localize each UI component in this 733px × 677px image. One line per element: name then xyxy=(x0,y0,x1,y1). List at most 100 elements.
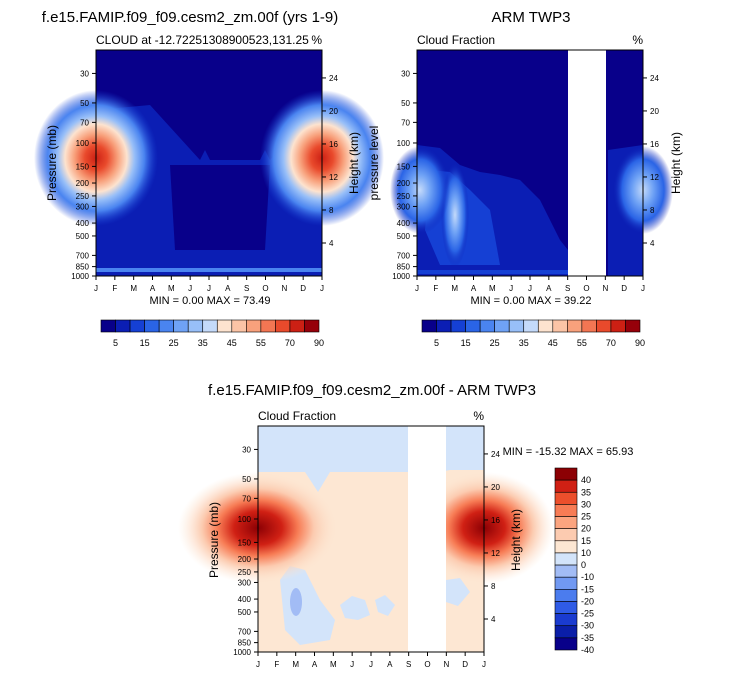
colorbar-label: 55 xyxy=(256,338,266,348)
month-tick-label: S xyxy=(244,284,249,293)
y2label-model: Height (km) xyxy=(347,132,361,194)
month-tick-label: J xyxy=(350,660,354,669)
colorbar-swatch xyxy=(554,625,578,639)
pressure-tick-label: 700 xyxy=(238,627,252,636)
pressure-tick-label: 700 xyxy=(397,251,411,260)
height-tick-label: 4 xyxy=(491,615,496,624)
colorbar-swatch xyxy=(465,319,481,333)
colorbar-swatch xyxy=(129,319,145,333)
panel-difference-subtitle: Cloud Fraction xyxy=(258,409,336,423)
colorbar-obs: 5 15 25 35 45 55 70 90 xyxy=(421,319,645,348)
pressure-tick-label: 500 xyxy=(76,232,90,241)
pressure-tick-label: 400 xyxy=(238,595,252,604)
month-tick-label: J xyxy=(641,284,645,293)
month-tick-label: D xyxy=(621,284,627,293)
colorbar-swatch xyxy=(231,319,247,333)
height-tick-label: 8 xyxy=(650,206,655,215)
colorbar-swatch xyxy=(552,319,568,333)
colorbar-swatch xyxy=(554,540,578,554)
month-tick-label: N xyxy=(443,660,449,669)
month-tick-label: O xyxy=(424,660,430,669)
pressure-tick-label: 300 xyxy=(397,202,411,211)
month-tick-label: S xyxy=(406,660,411,669)
pressure-tick-label: 70 xyxy=(401,118,410,127)
colorbar-swatch xyxy=(554,589,578,602)
colorbar-label: 35 xyxy=(581,487,591,497)
height-tick-label: 12 xyxy=(491,549,500,558)
colorbar-swatch xyxy=(554,491,578,505)
panel-model: f.e15.FAMIP.f09_f09.cesm2_zm.00f (yrs 1-… xyxy=(34,9,384,348)
colorbar-swatch xyxy=(187,319,204,333)
height-tick-label: 20 xyxy=(650,107,659,116)
month-tick-label: J xyxy=(528,284,532,293)
colorbar-label: 55 xyxy=(577,338,587,348)
colorbar-swatch xyxy=(216,319,233,333)
stats-difference: MIN = -15.32 MAX = 65.93 xyxy=(503,446,634,458)
month-tick-label: A xyxy=(387,660,393,669)
pressure-tick-label: 30 xyxy=(401,69,410,78)
colorbar-swatch xyxy=(158,319,174,333)
colorbar-label: -35 xyxy=(581,633,594,643)
height-tick-label: 4 xyxy=(329,239,334,248)
month-tick-label: J xyxy=(256,660,260,669)
month-tick-label: O xyxy=(583,284,589,293)
month-tick-label: A xyxy=(471,284,477,293)
colorbar-swatch xyxy=(494,319,510,333)
colorbar-model: 5 15 25 35 45 55 70 90 xyxy=(100,319,324,348)
plot-area-difference xyxy=(178,425,554,653)
colorbar-label: 35 xyxy=(198,338,208,348)
pressure-tick-label: 100 xyxy=(238,515,252,524)
pressure-tick-label: 30 xyxy=(80,69,89,78)
colorbar-label: 70 xyxy=(285,338,295,348)
colorbar-swatch xyxy=(554,528,578,542)
colorbar-swatch xyxy=(625,319,641,333)
colorbar-label: 20 xyxy=(581,524,591,534)
height-tick-label: 16 xyxy=(491,516,500,525)
colorbar-label: 15 xyxy=(581,536,591,546)
colorbar-swatch xyxy=(260,319,276,333)
colorbar-swatch xyxy=(554,613,578,627)
stats-model: MIN = 0.00 MAX = 73.49 xyxy=(149,295,270,307)
colorbar-swatch xyxy=(610,319,626,333)
colorbar-swatch xyxy=(275,319,291,333)
panel-difference-unit: % xyxy=(473,409,484,423)
y2label-difference: Height (km) xyxy=(509,509,523,571)
colorbar-label: 5 xyxy=(113,338,118,348)
ylabel-difference: Pressure (mb) xyxy=(207,502,221,578)
colorbar-label: 25 xyxy=(169,338,179,348)
month-tick-label: A xyxy=(225,284,231,293)
pressure-tick-label: 250 xyxy=(238,568,252,577)
month-tick-label: F xyxy=(112,284,117,293)
colorbar-label: 90 xyxy=(635,338,645,348)
colorbar-label: 45 xyxy=(548,338,558,348)
pressure-tick-label: 150 xyxy=(397,162,411,171)
month-tick-label: J xyxy=(509,284,513,293)
month-tick-label: N xyxy=(281,284,287,293)
panel-difference-title: f.e15.FAMIP.f09_f09.cesm2_zm.00f - ARM T… xyxy=(208,382,536,399)
height-tick-label: 24 xyxy=(329,74,338,83)
colorbar-swatch xyxy=(554,479,578,493)
ylabel-obs: pressure level xyxy=(367,126,381,201)
height-tick-label: 24 xyxy=(491,450,500,459)
colorbar-swatch xyxy=(508,319,525,333)
month-tick-label: M xyxy=(130,284,137,293)
colorbar-label: -30 xyxy=(581,621,594,631)
y2label-obs: Height (km) xyxy=(669,132,683,194)
colorbar-label: 25 xyxy=(581,512,591,522)
colorbar-swatch xyxy=(596,319,612,333)
pressure-tick-label: 200 xyxy=(76,179,90,188)
colorbar-label: 70 xyxy=(606,338,616,348)
pressure-tick-label: 400 xyxy=(76,219,90,228)
month-tick-label: M xyxy=(489,284,496,293)
panel-obs-title: ARM TWP3 xyxy=(492,9,571,26)
month-tick-label: M xyxy=(292,660,299,669)
month-tick-label: M xyxy=(168,284,175,293)
height-tick-label: 8 xyxy=(491,582,496,591)
colorbar-swatch xyxy=(173,319,189,333)
pressure-tick-label: 50 xyxy=(80,99,89,108)
pressure-tick-label: 150 xyxy=(76,162,90,171)
colorbar-swatch xyxy=(581,319,597,333)
colorbar-swatch xyxy=(554,504,578,517)
pressure-tick-label: 200 xyxy=(397,179,411,188)
colorbar-label: 90 xyxy=(314,338,324,348)
